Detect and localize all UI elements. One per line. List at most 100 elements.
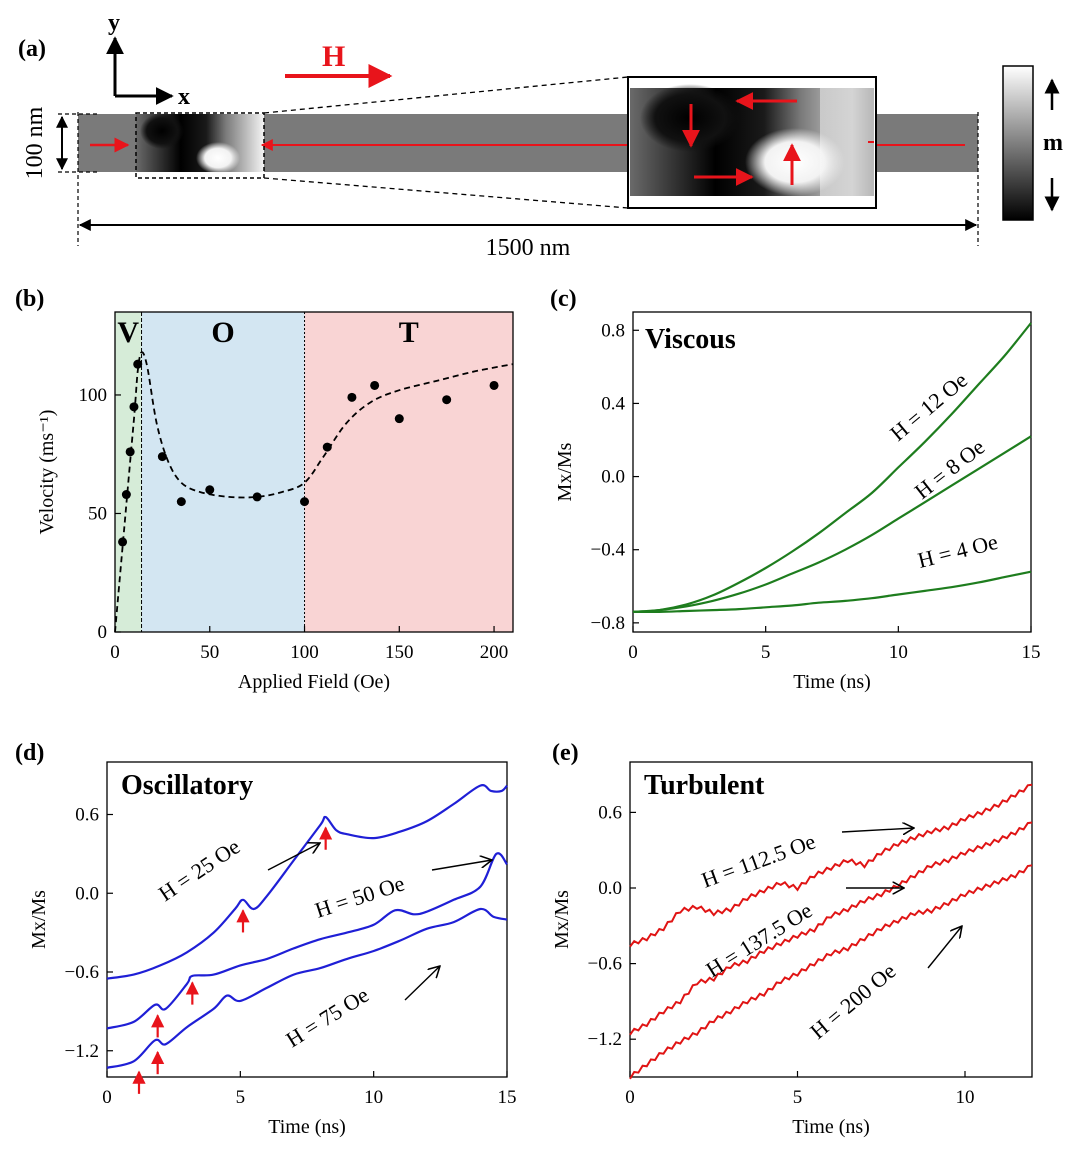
y-tick-label: −0.6 xyxy=(588,954,622,975)
series-line xyxy=(106,907,508,1069)
y-tick-label: −0.6 xyxy=(65,962,99,983)
panel-c-ticks: 0 5 10 15 −0.8 −0.4 0.0 0.4 0.8 xyxy=(591,320,1041,663)
panel-c-series xyxy=(632,322,1032,614)
panel-e-title: Turbulent xyxy=(644,770,765,801)
region-o xyxy=(141,312,305,632)
data-point xyxy=(205,485,215,495)
colorbar: m xyxy=(1002,65,1063,221)
panel-b-ticks: 0 50 100 150 200 0 50 100 xyxy=(79,385,509,663)
panel-c-label: (c) xyxy=(550,286,577,312)
series-line xyxy=(629,864,1033,1080)
series-line xyxy=(629,783,1033,948)
panel-d-oscillatory-chart: (d) 0 5 10 15 −1.2 −0.6 0.0 0.6 Oscillatory H =… xyxy=(15,740,517,1138)
data-point xyxy=(252,492,262,502)
pointer-arrow xyxy=(431,860,492,871)
colorbar-label: m xyxy=(1043,130,1063,156)
x-tick-label: 15 xyxy=(1022,642,1041,663)
x-tick-label: 5 xyxy=(761,642,771,663)
panel-a-label: (a) xyxy=(18,36,46,62)
series-label-75oe: H = 75 Oe xyxy=(281,982,373,1052)
y-tick-label: 100 xyxy=(79,385,108,406)
pointer-arrow xyxy=(404,966,440,1001)
data-point xyxy=(347,392,357,402)
panel-a-wire-schematic: (a) y x H xyxy=(18,10,1063,261)
coordinate-axes: y x xyxy=(106,10,190,110)
panel-c-title: Viscous xyxy=(645,324,736,355)
length-label: 1500 nm xyxy=(486,235,571,261)
x-tick-label: 0 xyxy=(102,1087,112,1108)
panel-e-ticks: 0 5 10 −1.2 −0.6 0.0 0.6 xyxy=(588,802,975,1108)
field-label: H xyxy=(322,40,345,73)
panel-b-frame xyxy=(114,311,514,633)
axis-y-label: y xyxy=(108,10,120,36)
x-tick-label: 200 xyxy=(480,642,509,663)
pointer-arrow xyxy=(927,926,962,969)
y-tick-label: 0.0 xyxy=(75,883,99,904)
region-label-o: O xyxy=(211,316,234,349)
data-point xyxy=(394,414,404,424)
panel-b-xlabel: Applied Field (Oe) xyxy=(238,671,390,693)
series-label-4oe: H = 4 Oe xyxy=(915,529,1000,573)
y-tick-label: 0.6 xyxy=(75,805,99,826)
label-pointers xyxy=(267,843,492,1001)
series-line xyxy=(629,821,1033,1036)
data-point xyxy=(489,380,499,390)
panel-b-ylabel: Velocity (ms⁻¹) xyxy=(36,410,58,535)
data-point xyxy=(118,537,128,547)
x-tick-label: 5 xyxy=(236,1087,246,1108)
y-tick-label: 0.6 xyxy=(598,802,622,823)
panel-d-xlabel: Time (ns) xyxy=(268,1116,346,1138)
field-arrow: H xyxy=(285,40,393,88)
x-tick-label: 10 xyxy=(956,1087,975,1108)
y-tick-label: 50 xyxy=(88,503,107,524)
length-dimension: 1500 nm xyxy=(78,219,978,261)
panel-e-frame xyxy=(629,761,1033,1078)
width-dimension: 100 nm xyxy=(22,106,100,179)
y-tick-label: −0.4 xyxy=(591,540,626,561)
region-t xyxy=(304,312,513,632)
y-tick-label: −1.2 xyxy=(588,1029,622,1050)
data-point xyxy=(129,402,139,412)
x-tick-label: 0 xyxy=(110,642,120,663)
panel-e-turbulent-chart: (e) 0 5 10−1.2−0.60.00.6 Turbulent H = 112… xyxy=(551,740,1033,1138)
data-point xyxy=(370,380,380,390)
x-tick-label: 0 xyxy=(628,642,638,663)
x-tick-label: 5 xyxy=(793,1087,803,1108)
y-tick-label: 0.0 xyxy=(598,878,622,899)
x-tick-label: 50 xyxy=(200,642,219,663)
data-point xyxy=(442,395,452,405)
data-points xyxy=(118,359,499,547)
data-point xyxy=(322,442,332,452)
panel-d-ylabel: Mx/Ms xyxy=(28,890,50,949)
y-tick-label: 0.8 xyxy=(601,320,625,341)
data-point xyxy=(157,452,167,462)
peak-markers xyxy=(132,826,333,1094)
panel-c-ylabel: Mx/Ms xyxy=(554,442,576,501)
panel-b-velocity-chart: (b) V O T 0 50 100 150 200 0 50 100 Applied Field… xyxy=(15,286,514,693)
series-line xyxy=(632,435,1032,613)
width-label: 100 nm xyxy=(22,106,48,179)
panel-d-label: (d) xyxy=(15,740,44,766)
x-tick-label: 10 xyxy=(889,642,908,663)
series-line xyxy=(632,570,1032,614)
series-label-50oe: H = 50 Oe xyxy=(312,870,408,922)
data-point xyxy=(300,497,310,507)
data-point xyxy=(176,497,186,507)
x-tick-label: 10 xyxy=(364,1087,383,1108)
y-tick-label: −1.2 xyxy=(65,1041,99,1062)
wall-selection-box xyxy=(135,112,265,179)
region-label-v: V xyxy=(117,316,139,349)
panel-b-label: (b) xyxy=(15,286,44,312)
axis-x-label: x xyxy=(178,84,190,110)
data-point xyxy=(125,447,135,457)
data-point xyxy=(133,359,143,369)
pointer-arrow xyxy=(267,843,320,871)
series-line xyxy=(106,784,508,980)
series-line xyxy=(106,852,508,1030)
panel-c-frame xyxy=(632,311,1032,633)
panel-e-ylabel: Mx/Ms xyxy=(551,890,573,949)
panel-c-xlabel: Time (ns) xyxy=(793,671,871,693)
series-label-25oe: H = 25 Oe xyxy=(154,834,245,906)
panel-c-viscous-chart: (c) 0 5 10 15 −0.8 −0.4 0.0 0.4 0.8 Viscous H = … xyxy=(550,286,1041,693)
y-tick-label: 0.4 xyxy=(601,393,625,414)
